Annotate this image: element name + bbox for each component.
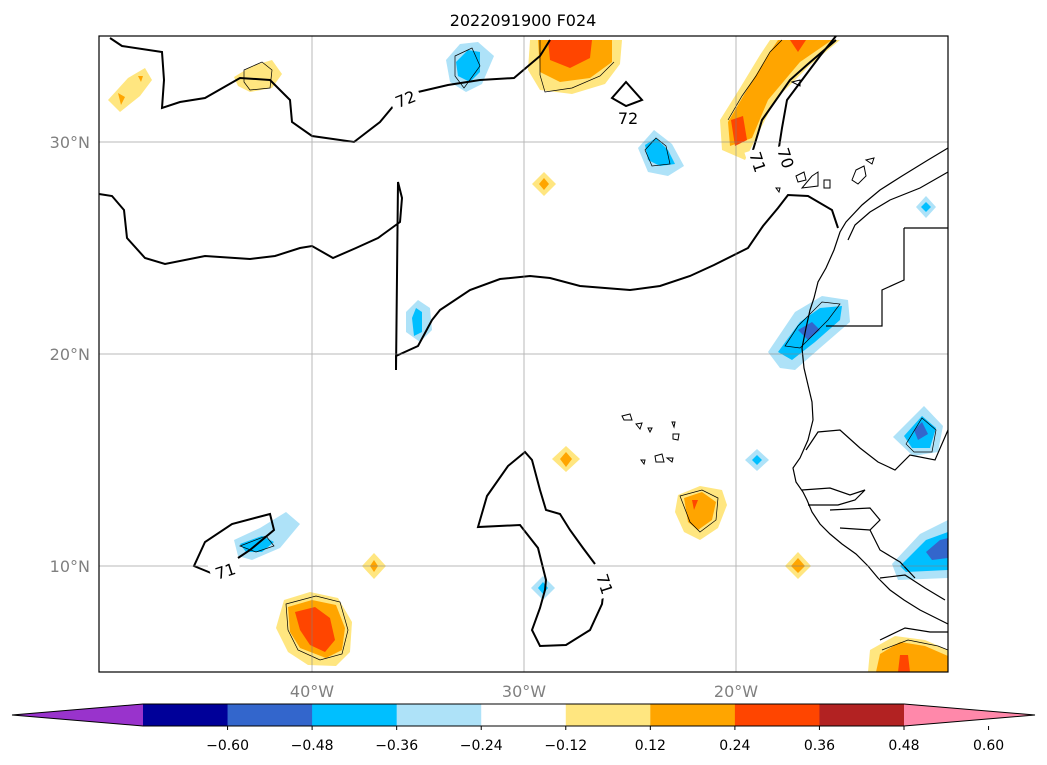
height-contours xyxy=(98,35,839,648)
colorbar-swatch xyxy=(312,704,398,726)
colorbar-swatch xyxy=(481,704,567,726)
colorbar-swatch xyxy=(396,704,482,726)
colorbar-tick-label: 0.60 xyxy=(973,738,1004,754)
anomaly-shading xyxy=(108,40,948,672)
plot-area: 72 72 71 70 71 71 xyxy=(98,35,949,673)
lon-labels: 40°W 30°W 20°W xyxy=(290,682,758,701)
colorbar-tick-label: 0.24 xyxy=(719,738,750,754)
positive-anomaly-small-2 xyxy=(552,446,580,472)
positive-anomaly-ne xyxy=(720,40,840,160)
colorbar-tick-label: 0.12 xyxy=(635,738,666,754)
lat-label-20n: 20°N xyxy=(50,345,90,364)
colorbar-swatch xyxy=(227,704,313,726)
positive-anomaly-cape-verde-s xyxy=(675,486,727,540)
colorbar-tick-label: −0.36 xyxy=(375,738,418,754)
positive-anomaly-nw-1 xyxy=(108,68,152,112)
negative-anomaly-africa-n xyxy=(768,296,850,370)
colorbar-swatch xyxy=(734,704,820,726)
positive-anomaly-small-1 xyxy=(532,172,556,196)
negative-anomaly-e-1 xyxy=(893,406,943,456)
lon-label-40w: 40°W xyxy=(290,682,334,701)
negative-anomaly-small-1 xyxy=(745,449,769,471)
lat-label-30n: 30°N xyxy=(50,133,90,152)
gridlines xyxy=(99,36,948,672)
lat-labels: 30°N 20°N 10°N xyxy=(50,133,90,576)
colorbar-swatch xyxy=(143,704,229,726)
colorbar-tick-label: 0.36 xyxy=(804,738,835,754)
colorbar: −0.60 −0.48 −0.36 −0.24 −0.12 0.12 0.24 0.36 0.4… xyxy=(11,703,1036,754)
positive-anomaly-sw xyxy=(276,592,352,666)
positive-anomaly-se xyxy=(868,636,948,672)
contour-label-2: 72 xyxy=(618,109,638,128)
colorbar-tick-label: −0.24 xyxy=(460,738,503,754)
negative-anomaly-e-2 xyxy=(916,196,936,218)
colorbar-extend-min xyxy=(12,704,143,726)
colorbar-outline xyxy=(11,703,1036,727)
colorbar-swatch xyxy=(819,704,905,726)
negative-anomaly-se xyxy=(892,520,948,580)
map-frame xyxy=(98,35,949,673)
lon-label-30w: 30°W xyxy=(502,682,546,701)
colorbar-swatch xyxy=(565,704,651,726)
anomaly-outlines xyxy=(239,39,949,661)
colorbar-tick-label: 0.48 xyxy=(888,738,919,754)
colorbar-extend-max xyxy=(904,704,1035,726)
lon-label-20w: 20°W xyxy=(714,682,758,701)
colorbar-tick-label: −0.60 xyxy=(206,738,249,754)
map-title: 2022091900 F024 xyxy=(450,11,597,30)
colorbar-tick-label: −0.48 xyxy=(291,738,334,754)
colorbar-swatch xyxy=(650,704,736,726)
coastlines xyxy=(792,147,949,641)
positive-anomaly-n-central xyxy=(528,40,622,94)
lat-label-10n: 10°N xyxy=(50,557,90,576)
colorbar-tick-label: −0.12 xyxy=(544,738,587,754)
